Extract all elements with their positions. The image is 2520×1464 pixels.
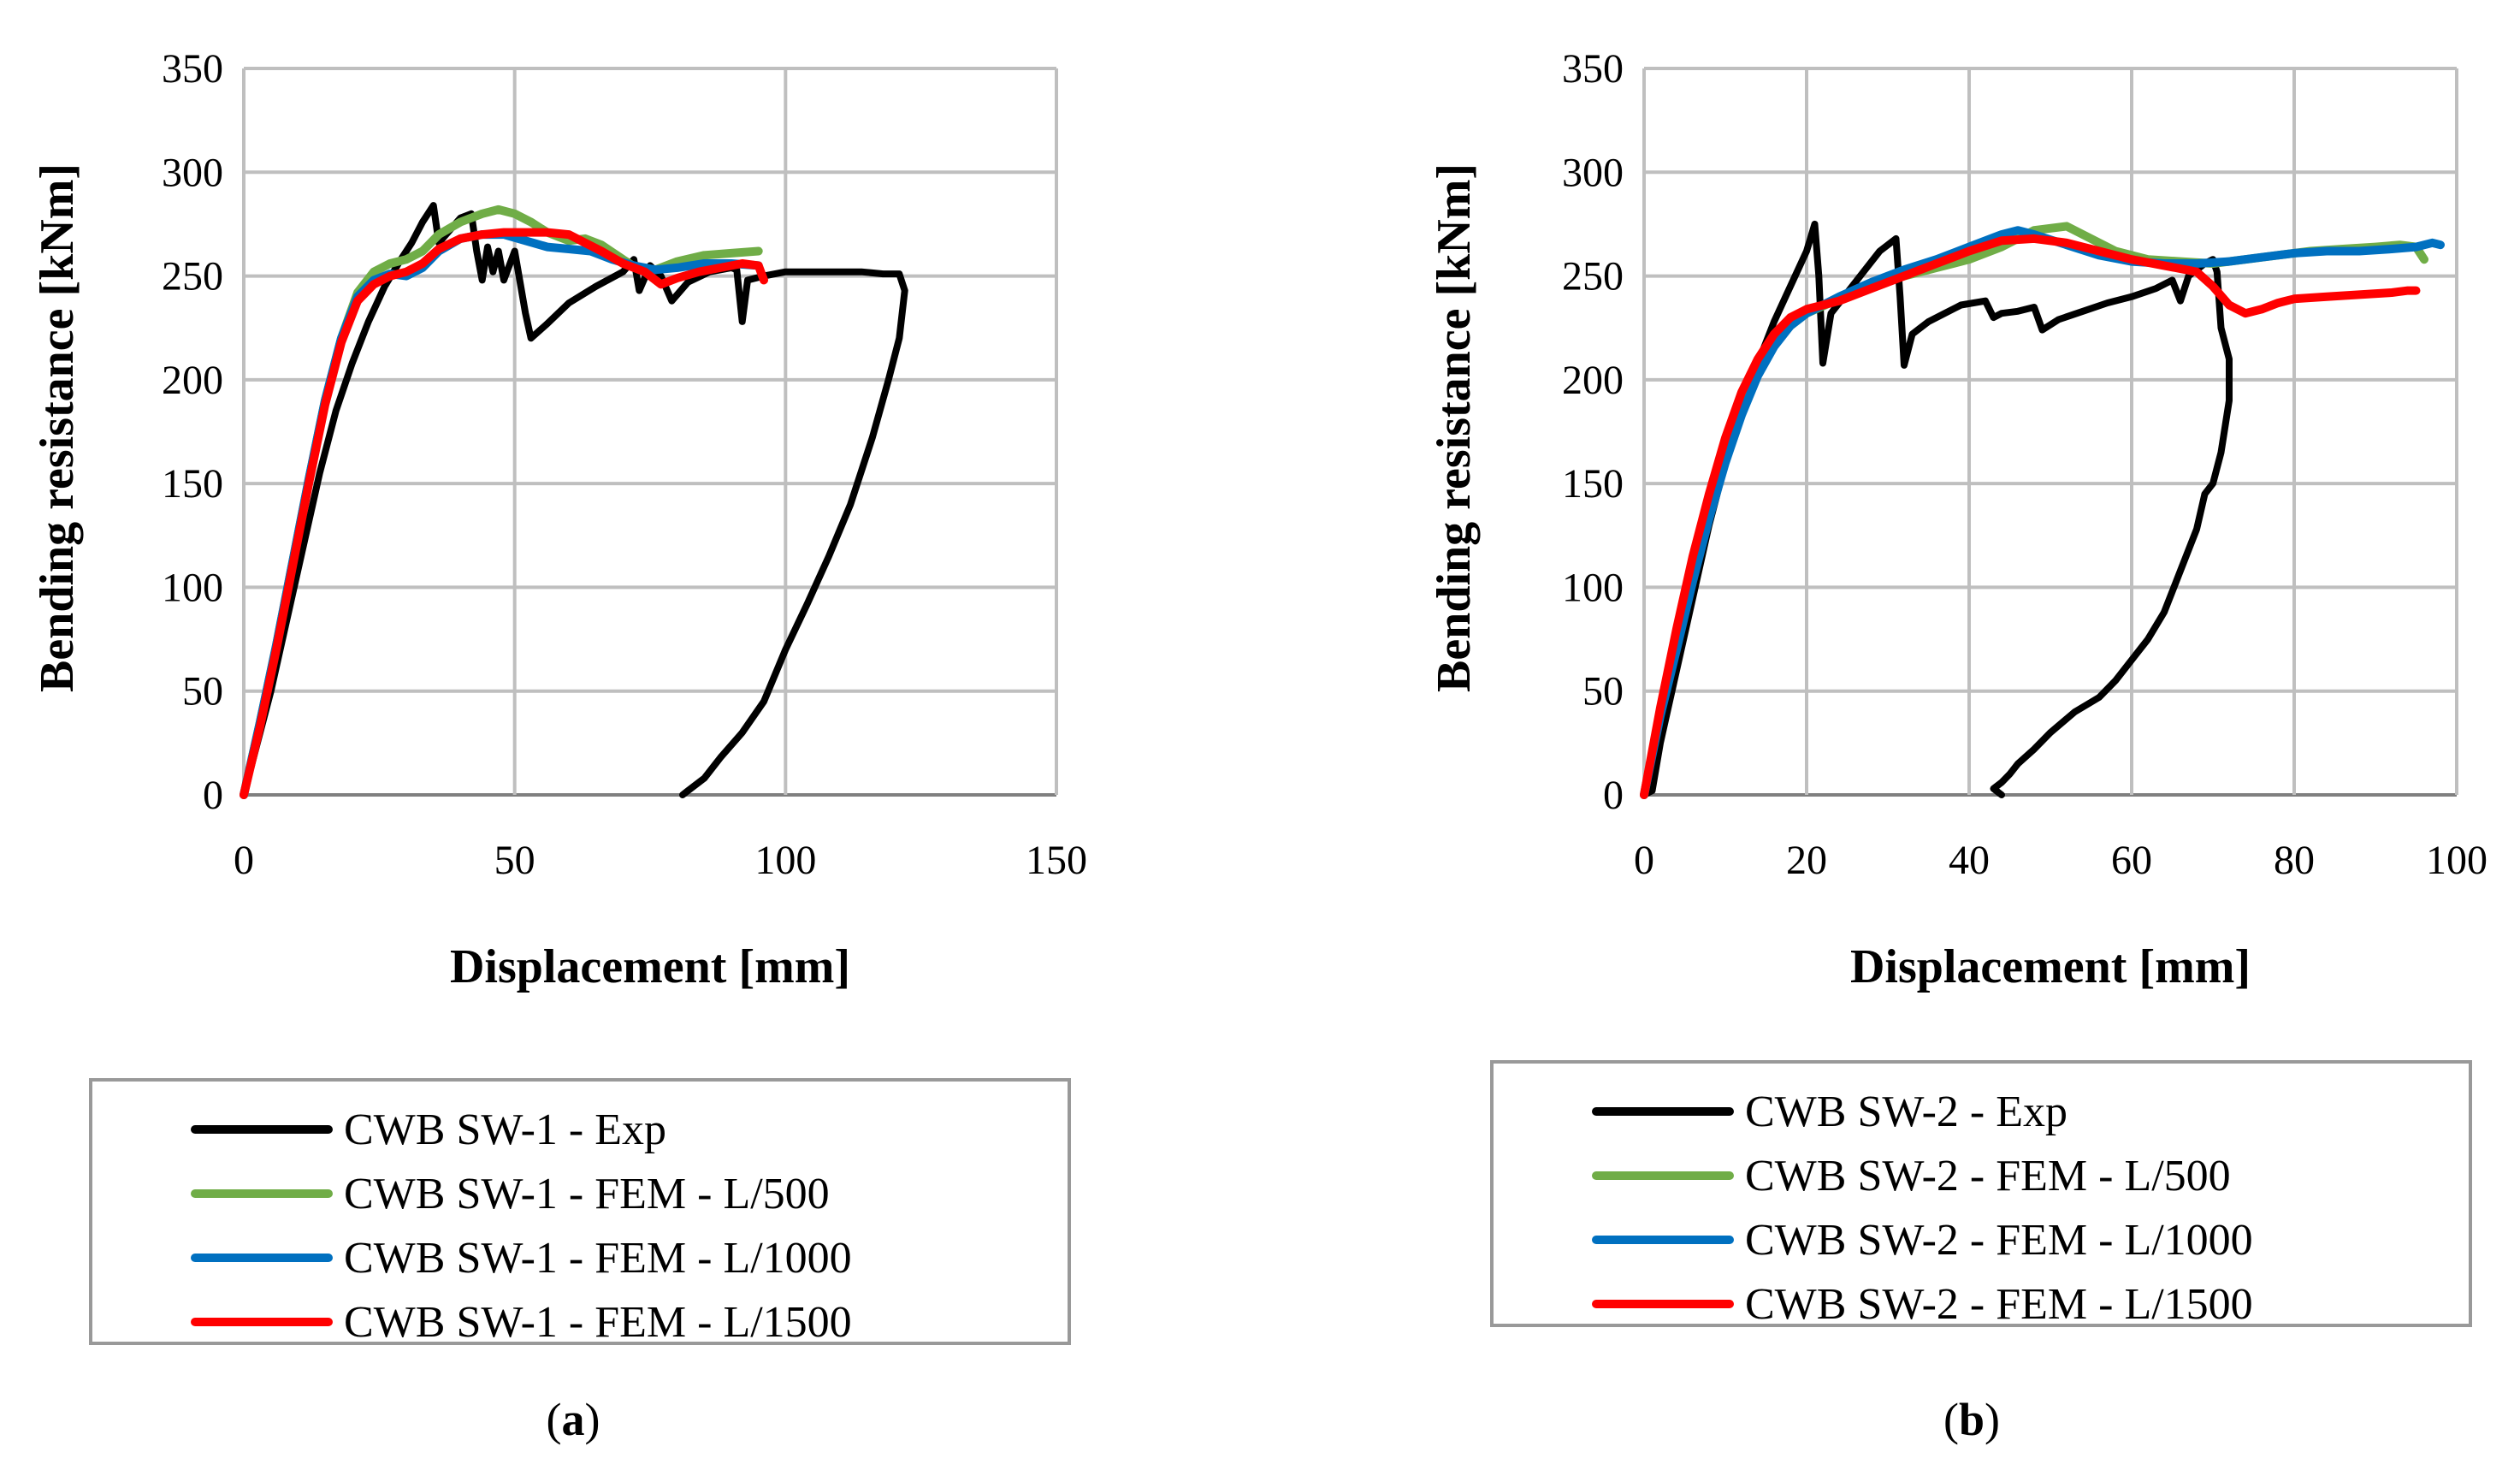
chart-b-y-tick: 0: [1603, 773, 1624, 818]
chart-a-legend-entries: CWB SW-1 - Exp CWB SW-1 - FEM - L/500 CWB …: [191, 1105, 852, 1347]
legend-label-b-4: CWB SW-2 - FEM - L/1500: [1745, 1280, 2253, 1329]
chart-a-legend: CWB SW-1 - Exp CWB SW-1 - FEM - L/500 CWB …: [89, 1078, 1071, 1347]
chart-b: 0 50 100 150 200 250 300 350 0 20 40 60 80 100 Bendi…: [1428, 46, 2487, 1445]
chart-b-x-tick: 0: [1634, 838, 1654, 883]
chart-a-series-lines: [240, 202, 908, 799]
legend-label-b-3: CWB SW-2 - FEM - L/1000: [1745, 1216, 2253, 1265]
chart-b-x-tick: 20: [1786, 838, 1827, 883]
chart-a: 0 50 100 150 200 250 300 350 0 50 100 150 Bending …: [31, 46, 1087, 1445]
chart-b-legend: CWB SW-2 - Exp CWB SW-2 - FEM - L/500 CWB …: [1490, 1060, 2472, 1329]
legend-label-a-1: CWB SW-1 - Exp: [344, 1105, 666, 1154]
chart-a-x-tick: 0: [234, 838, 254, 883]
chart-b-y-tick: 200: [1562, 358, 1624, 403]
chart-a-y-tick: 300: [162, 150, 223, 195]
chart-b-legend-entries: CWB SW-2 - Exp CWB SW-2 - FEM - L/500 CWB …: [1592, 1088, 2253, 1329]
chart-a-x-tick-labels: 0 50 100 150: [234, 838, 1087, 883]
chart-b-x-tick: 60: [2111, 838, 2152, 883]
chart-b-y-tick: 300: [1562, 150, 1624, 195]
chart-a-panel-label: (a): [547, 1394, 600, 1445]
chart-a-x-tick: 100: [754, 838, 816, 883]
legend-label-a-2: CWB SW-1 - FEM - L/500: [344, 1170, 830, 1218]
chart-a-y-tick: 250: [162, 254, 223, 299]
chart-b-y-tick: 150: [1562, 461, 1624, 507]
legend-label-a-4: CWB SW-1 - FEM - L/1500: [344, 1298, 852, 1347]
chart-b-y-tick: 100: [1562, 565, 1624, 610]
chart-b-x-tick: 40: [1949, 838, 1990, 883]
legend-label-b-1: CWB SW-2 - Exp: [1745, 1088, 2067, 1136]
chart-b-y-tick: 50: [1582, 669, 1624, 714]
chart-b-x-tick-labels: 0 20 40 60 80 100: [1634, 838, 2487, 883]
chart-a-y-tick: 50: [182, 669, 223, 714]
chart-b-series-lines: [1640, 220, 2445, 799]
chart-a-series-line-3: [240, 230, 763, 799]
chart-b-y-tick: 250: [1562, 254, 1624, 299]
chart-a-xlabel: Displacement [mm]: [450, 940, 850, 993]
chart-b-x-tick: 100: [2426, 838, 2487, 883]
chart-b-y-tick: 350: [1562, 46, 1624, 92]
chart-b-y-tick-labels: 0 50 100 150 200 250 300 350: [1562, 46, 1624, 818]
chart-a-x-tick: 150: [1026, 838, 1087, 883]
chart-b-series-line-4: [1640, 234, 2421, 799]
chart-b-legend-box: [1490, 1060, 2472, 1327]
chart-b-panel-label: (b): [1943, 1394, 2000, 1445]
chart-a-y-tick: 350: [162, 46, 223, 92]
chart-a-series-line-2: [240, 204, 763, 799]
chart-b-ylabel: Bending resistance [kNm]: [1428, 163, 1481, 692]
chart-a-y-tick: 200: [162, 358, 223, 403]
legend-label-a-3: CWB SW-1 - FEM - L/1000: [344, 1234, 852, 1283]
chart-a-ylabel: Bending resistance [kNm]: [31, 163, 84, 692]
legend-label-b-2: CWB SW-2 - FEM - L/500: [1745, 1152, 2231, 1200]
chart-a-y-tick: 100: [162, 565, 223, 610]
chart-a-series-line-1: [240, 202, 908, 798]
chart-a-y-tick: 150: [162, 461, 223, 507]
chart-b-xlabel: Displacement [mm]: [1850, 940, 2251, 993]
chart-a-y-tick-labels: 0 50 100 150 200 250 300 350: [162, 46, 223, 818]
chart-b-series-line-3: [1640, 226, 2445, 799]
chart-b-series-line-1: [1641, 220, 2233, 798]
chart-b-x-tick: 80: [2274, 838, 2315, 883]
chart-a-gridlines: [242, 67, 1058, 797]
chart-a-y-tick: 0: [203, 773, 223, 818]
chart-b-gridlines: [1642, 67, 2458, 797]
chart-a-series-line-4: [240, 228, 768, 799]
chart-a-x-tick: 50: [494, 838, 535, 883]
chart-a-legend-box: [89, 1078, 1071, 1345]
